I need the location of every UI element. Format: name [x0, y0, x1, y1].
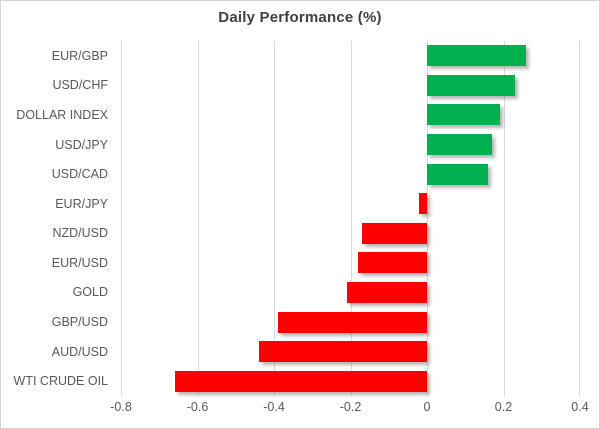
x-tick-label: -0.6 [186, 400, 209, 414]
bar-gold [346, 281, 427, 303]
gridline [503, 41, 505, 396]
category-label: DOLLAR INDEX [16, 107, 108, 122]
x-tick-label: 0.4 [571, 400, 589, 414]
gridline [197, 41, 199, 396]
gridline [427, 41, 428, 396]
bar-aud-usd [258, 341, 427, 363]
category-label: EUR/JPY [55, 196, 108, 211]
chart-title: Daily Performance (%) [218, 9, 382, 26]
bar-nzd-usd [361, 222, 427, 244]
x-axis: -0.8 -0.6 -0.4 -0.2 0 0.2 0.4 [110, 400, 588, 418]
category-label: EUR/USD [51, 255, 108, 270]
x-tick-label: 0 [423, 400, 431, 414]
x-tick-label: -0.4 [263, 400, 285, 414]
bar-eur-jpy [419, 193, 427, 215]
bar-wti-crude-oil [174, 370, 427, 392]
bar-eur-usd [358, 252, 427, 274]
gridline [350, 41, 352, 396]
category-label: USD/CAD [51, 167, 108, 182]
x-tick-label: -0.2 [339, 400, 362, 414]
category-labels: EUR/GBP USD/CHF DOLLAR INDEX USD/JPY USD/CAD… [1, 41, 114, 396]
category-label: GOLD [72, 285, 108, 300]
category-label: AUD/USD [51, 344, 108, 359]
bar-eur-gbp [427, 45, 527, 67]
gridline [274, 41, 275, 396]
plot-area [121, 41, 580, 396]
category-label: USD/JPY [55, 137, 108, 152]
gridline [579, 41, 580, 396]
category-label: EUR/GBP [51, 48, 108, 63]
bar-gbp-usd [277, 311, 427, 333]
bar-usd-jpy [427, 134, 493, 156]
x-tick-label: 0.2 [494, 400, 513, 414]
category-label: USD/CHF [52, 78, 108, 93]
bar-dollar-index [427, 104, 500, 126]
gridline [121, 41, 122, 396]
bar-usd-chf [427, 74, 515, 96]
category-label: WTI CRUDE OIL [13, 374, 108, 389]
bar-usd-cad [427, 163, 489, 185]
category-label: GBP/USD [51, 314, 108, 329]
x-tick-label: -0.8 [110, 400, 132, 414]
category-label: NZD/USD [52, 226, 108, 241]
